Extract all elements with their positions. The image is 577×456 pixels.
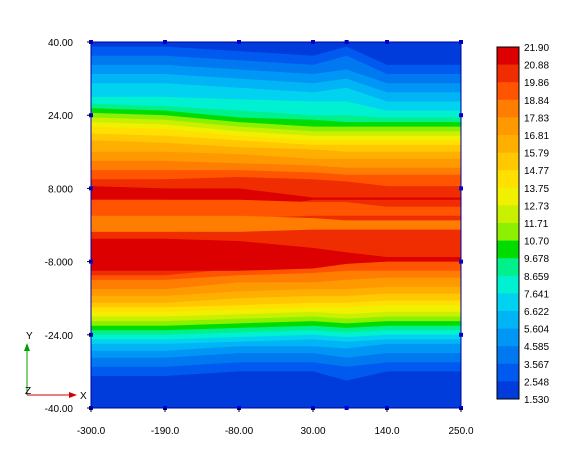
node-marker xyxy=(344,40,349,44)
colorbar-label: 20.88 xyxy=(524,61,549,72)
node-marker xyxy=(459,332,463,337)
triad-x-arrowhead xyxy=(69,392,77,398)
colorbar-swatch xyxy=(497,275,519,294)
colorbar-label: 9.678 xyxy=(524,254,549,265)
x-tick-label: 250.0 xyxy=(448,426,473,437)
colorbar-swatch xyxy=(497,240,519,259)
colorbar-swatch xyxy=(497,82,519,101)
colorbar-label: 1.530 xyxy=(524,395,549,406)
axis-triad: Y X Z xyxy=(24,331,87,402)
colorbar-swatch xyxy=(497,117,519,136)
x-tick-label: -300.0 xyxy=(77,426,106,437)
colorbar-label: 2.548 xyxy=(524,377,549,388)
contour-band-20 xyxy=(91,186,461,212)
node-marker xyxy=(385,40,389,44)
colorbar-label: 6.622 xyxy=(524,307,549,318)
y-tick-label: 8.000 xyxy=(48,184,73,195)
colorbar-label: 15.79 xyxy=(524,149,549,160)
colorbar-swatch xyxy=(497,187,519,206)
node-marker xyxy=(344,406,349,410)
node-marker xyxy=(459,259,463,264)
colorbar-swatch xyxy=(497,47,519,66)
triad-y-label: Y xyxy=(26,331,33,342)
colorbar-swatch xyxy=(497,311,519,330)
y-axis: -40.00 -24.00 -8.000 8.000 24.00 40.00 xyxy=(45,38,91,415)
colorbar-swatch xyxy=(497,346,519,365)
colorbar-swatch xyxy=(497,135,519,154)
colorbar-label: 14.77 xyxy=(524,166,549,177)
contour-band-22 xyxy=(91,215,461,232)
colorbar-label: 12.73 xyxy=(524,201,549,212)
colorbar-legend: 21.90 20.88 19.86 18.84 17.83 16.81 15.79 14.77… xyxy=(496,43,549,406)
node-marker xyxy=(459,113,463,118)
colorbar-label: 19.86 xyxy=(524,78,549,89)
colorbar-swatch xyxy=(497,381,519,400)
triad-y-arrowhead xyxy=(24,343,30,351)
plot-border xyxy=(90,41,462,409)
colorbar-swatch xyxy=(497,152,519,171)
colorbar-swatch xyxy=(497,99,519,118)
contour-band-19 xyxy=(91,238,461,271)
x-tick-label: -80.00 xyxy=(225,426,254,437)
colorbar-swatch xyxy=(497,328,519,347)
x-tick-label: -190.0 xyxy=(151,426,180,437)
x-tick-label: 30.00 xyxy=(300,426,325,437)
colorbar-label: 21.90 xyxy=(524,43,549,54)
colorbar-label: 7.641 xyxy=(524,289,549,300)
colorbar-swatch xyxy=(497,293,519,312)
colorbar-label: 3.567 xyxy=(524,360,549,371)
colorbar-label: 8.659 xyxy=(524,272,549,283)
colorbar-swatch xyxy=(497,363,519,382)
y-tick-label: -24.00 xyxy=(45,331,74,342)
node-marker xyxy=(459,186,463,191)
contour-plot-area xyxy=(89,40,463,410)
y-tick-label: -40.00 xyxy=(45,404,74,415)
contour-band-21 xyxy=(91,199,461,219)
colorbar-label: 13.75 xyxy=(524,184,549,195)
colorbar-border xyxy=(496,46,520,400)
y-tick-label: 40.00 xyxy=(48,38,73,49)
colorbar-swatch xyxy=(497,170,519,189)
y-tick-label: -8.000 xyxy=(45,258,74,269)
colorbar-swatch xyxy=(497,223,519,242)
node-marker xyxy=(459,40,463,44)
triad-z-label: Z xyxy=(25,386,31,397)
node-marker xyxy=(163,40,167,44)
colorbar-swatch xyxy=(497,64,519,83)
x-tick-label: 140.0 xyxy=(374,426,399,437)
node-marker xyxy=(311,40,315,44)
triad-x-label: X xyxy=(80,391,87,402)
colorbar-label: 11.71 xyxy=(524,219,549,230)
colorbar-label: 17.83 xyxy=(524,113,549,124)
colorbar-label: 5.604 xyxy=(524,325,549,336)
colorbar-swatch xyxy=(497,258,519,277)
colorbar-label: 18.84 xyxy=(524,96,549,107)
colorbar-label: 4.585 xyxy=(524,342,549,353)
colorbar-swatch xyxy=(497,205,519,224)
colorbar-label: 10.70 xyxy=(524,237,549,248)
node-marker xyxy=(237,40,241,44)
y-tick-label: 24.00 xyxy=(48,111,73,122)
colorbar-label: 16.81 xyxy=(524,131,549,142)
x-axis: -300.0 -190.0 -80.00 30.00 140.0 250.0 xyxy=(77,408,474,437)
